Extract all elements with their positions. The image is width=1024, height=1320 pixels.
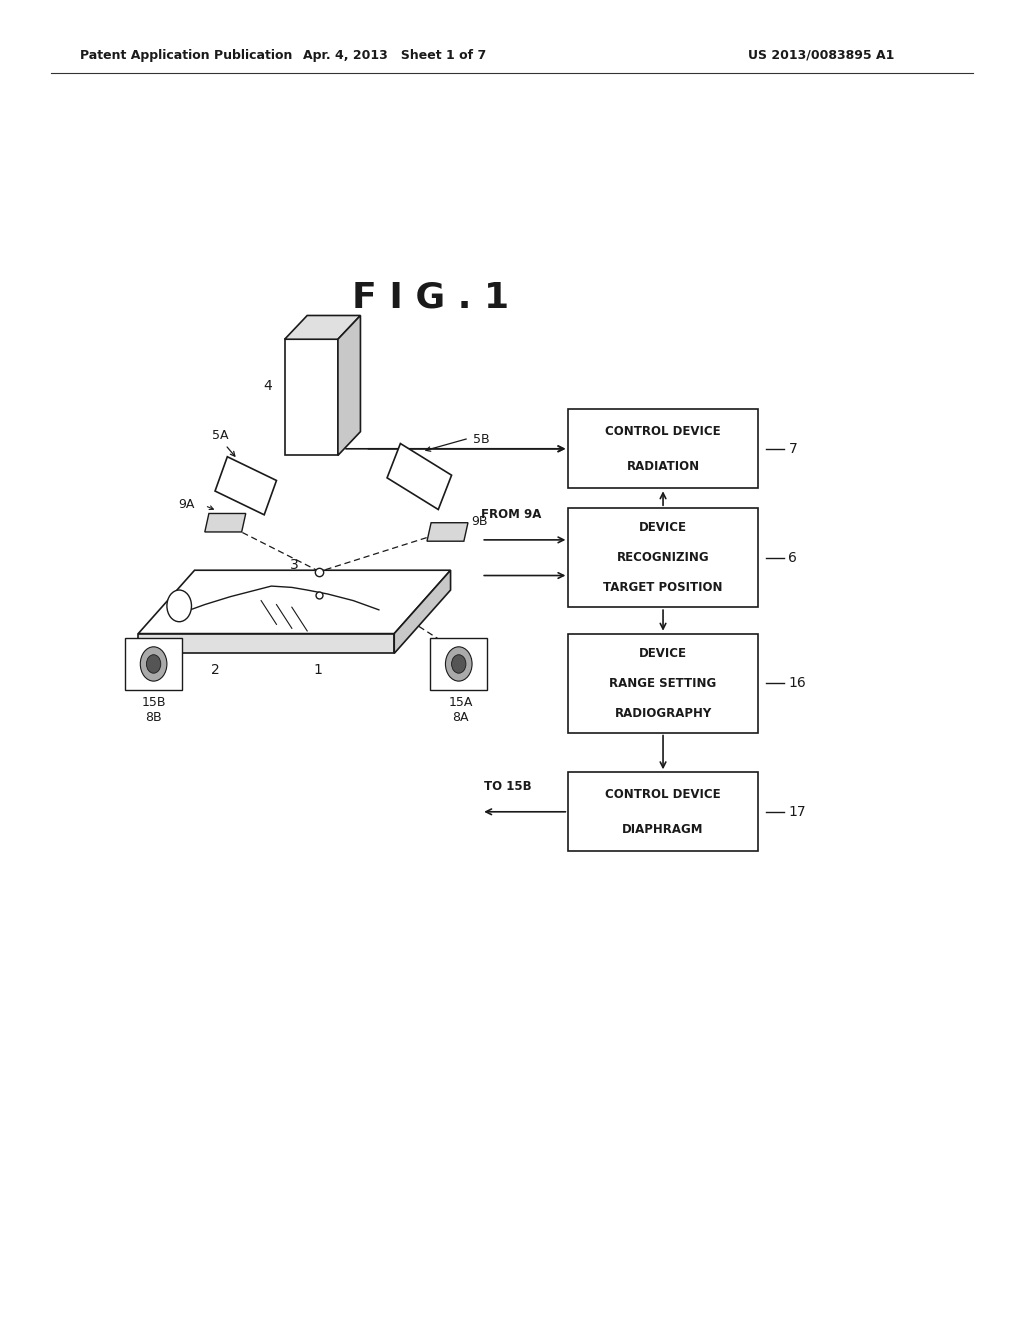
Text: 1: 1 <box>313 663 322 677</box>
Text: F I G . 1: F I G . 1 <box>351 280 509 314</box>
Circle shape <box>452 655 466 673</box>
Circle shape <box>445 647 472 681</box>
Text: 3: 3 <box>290 558 299 572</box>
Text: DEVICE: DEVICE <box>639 521 687 535</box>
Text: DIAPHRAGM: DIAPHRAGM <box>623 822 703 836</box>
Text: 6: 6 <box>788 550 798 565</box>
Text: Apr. 4, 2013   Sheet 1 of 7: Apr. 4, 2013 Sheet 1 of 7 <box>303 49 485 62</box>
Bar <box>568 508 758 607</box>
Bar <box>568 772 758 851</box>
Polygon shape <box>215 457 276 515</box>
Polygon shape <box>427 523 468 541</box>
Text: 17: 17 <box>788 805 806 818</box>
Polygon shape <box>394 570 451 653</box>
Text: 5B: 5B <box>473 433 489 446</box>
Text: 16: 16 <box>788 676 806 690</box>
Text: TARGET POSITION: TARGET POSITION <box>603 581 723 594</box>
Text: CONTROL DEVICE: CONTROL DEVICE <box>605 788 721 801</box>
Text: CONTROL DEVICE: CONTROL DEVICE <box>605 425 721 438</box>
Polygon shape <box>138 570 451 634</box>
Polygon shape <box>285 315 360 339</box>
Text: 9B: 9B <box>471 515 487 528</box>
Polygon shape <box>430 638 487 690</box>
Circle shape <box>140 647 167 681</box>
Text: 2: 2 <box>211 663 219 677</box>
Text: RANGE SETTING: RANGE SETTING <box>609 677 717 689</box>
Polygon shape <box>138 634 394 653</box>
Text: Patent Application Publication: Patent Application Publication <box>80 49 292 62</box>
Text: 4: 4 <box>263 379 272 393</box>
Circle shape <box>167 590 191 622</box>
Text: FROM 9A: FROM 9A <box>481 508 542 521</box>
Text: 5A: 5A <box>212 429 228 442</box>
Text: RADIATION: RADIATION <box>627 459 699 473</box>
Text: 8A: 8A <box>453 711 469 725</box>
Text: 8B: 8B <box>145 711 162 725</box>
Polygon shape <box>205 513 246 532</box>
Text: 15A: 15A <box>449 696 473 709</box>
Text: US 2013/0083895 A1: US 2013/0083895 A1 <box>748 49 894 62</box>
Bar <box>568 634 758 733</box>
Circle shape <box>146 655 161 673</box>
Text: 9A: 9A <box>178 498 195 511</box>
Text: DEVICE: DEVICE <box>639 647 687 660</box>
Text: 15B: 15B <box>141 696 166 709</box>
Text: RADIOGRAPHY: RADIOGRAPHY <box>614 706 712 719</box>
Polygon shape <box>125 638 182 690</box>
Polygon shape <box>387 444 452 510</box>
Text: RECOGNIZING: RECOGNIZING <box>616 552 710 564</box>
Text: 7: 7 <box>788 442 798 455</box>
Bar <box>568 409 758 488</box>
Text: TO 15B: TO 15B <box>484 780 532 793</box>
Polygon shape <box>338 315 360 455</box>
Polygon shape <box>285 339 338 455</box>
